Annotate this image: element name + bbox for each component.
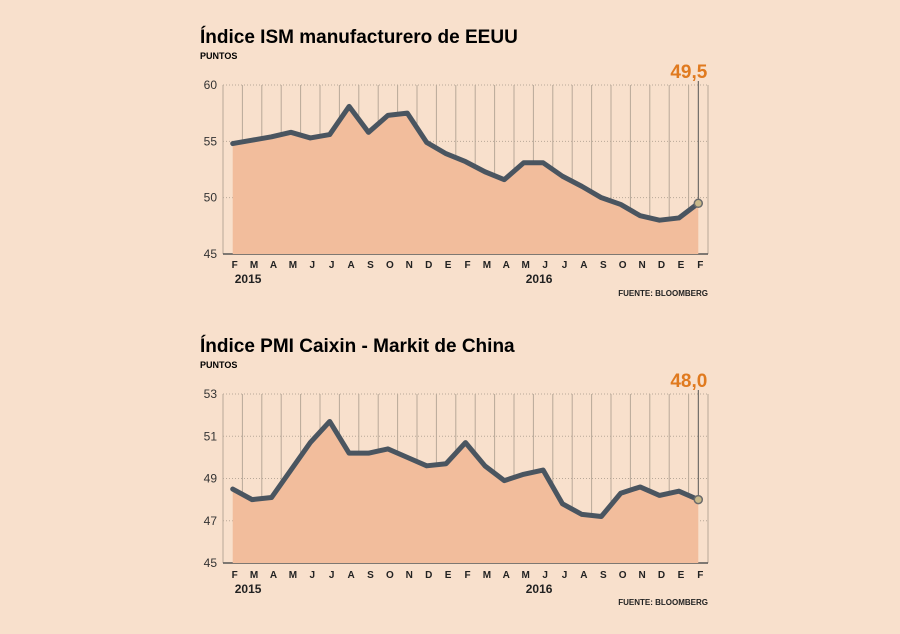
caixin-xtick-label: A xyxy=(580,570,587,581)
ism-xtick-label: N xyxy=(406,260,413,271)
caixin-xtick-label: S xyxy=(367,570,374,581)
ism-ytick-label: 55 xyxy=(204,134,218,148)
caixin-xtick-label: A xyxy=(503,570,510,581)
ism-xtick-label: S xyxy=(367,260,374,271)
ism-area xyxy=(232,106,699,254)
ism-xtick-label: F xyxy=(464,260,470,271)
caixin-xtick-label: O xyxy=(619,570,627,581)
caixin-xtick-label: J xyxy=(562,570,568,581)
caixin-source: FUENTE: BLOOMBERG xyxy=(618,598,708,607)
ism-xtick-label: F xyxy=(232,260,238,271)
ism-chart: Índice ISM manufacturero de EEUU PUNTOS … xyxy=(200,26,709,298)
caixin-xtick-label: F xyxy=(232,570,238,581)
caixin-xtick-label: D xyxy=(425,570,432,581)
caixin-ytick-label: 51 xyxy=(204,429,218,443)
caixin-xtick-label: E xyxy=(445,570,452,581)
caixin-xtick-label: N xyxy=(406,570,413,581)
ism-xtick-label: J xyxy=(329,260,335,271)
ism-xtick-label: E xyxy=(678,260,685,271)
caixin-year-label: 2015 xyxy=(235,582,262,596)
caixin-area xyxy=(232,421,699,563)
caixin-last-value-label: 48,0 xyxy=(670,371,707,392)
ism-xtick-label: M xyxy=(289,260,297,271)
ism-xtick-label: N xyxy=(638,260,645,271)
caixin-xtick-label: N xyxy=(638,570,645,581)
ism-xtick-label: M xyxy=(250,260,258,271)
ism-xtick-label: E xyxy=(445,260,452,271)
ism-last-value-label: 49,5 xyxy=(670,62,707,83)
ism-xtick-label: D xyxy=(658,260,665,271)
ism-xtick-label: F xyxy=(697,260,703,271)
caixin-xtick-label: A xyxy=(270,570,277,581)
ism-series-line xyxy=(230,103,701,223)
ism-xtick-label: J xyxy=(542,260,548,271)
ism-year-label: 2016 xyxy=(526,272,553,286)
ism-ytick-label: 50 xyxy=(204,191,218,205)
caixin-xtick-label: M xyxy=(483,570,491,581)
caixin-title: Índice PMI Caixin - Markit de China xyxy=(200,335,515,357)
ism-year-label: 2015 xyxy=(235,272,262,286)
ism-xtick-label: O xyxy=(386,260,394,271)
caixin-ytick-label: 49 xyxy=(204,472,218,486)
ism-source: FUENTE: BLOOMBERG xyxy=(618,289,708,298)
caixin-ytick-label: 47 xyxy=(204,514,218,528)
ism-ytick-label: 60 xyxy=(204,78,218,92)
caixin-xtick-label: D xyxy=(658,570,665,581)
caixin-xtick-label: J xyxy=(329,570,335,581)
caixin-xtick-label: M xyxy=(289,570,297,581)
ism-subtitle: PUNTOS xyxy=(200,51,237,61)
ism-xtick-label: A xyxy=(503,260,510,271)
ism-xtick-label: M xyxy=(522,260,530,271)
caixin-ytick-label: 53 xyxy=(204,387,218,401)
caixin-last-point xyxy=(693,494,704,505)
caixin-xtick-label: O xyxy=(386,570,394,581)
ism-xtick-label: A xyxy=(347,260,354,271)
caixin-series-line xyxy=(230,418,701,520)
ism-last-point xyxy=(693,198,704,209)
ism-xtick-label: O xyxy=(619,260,627,271)
ism-xtick-label: J xyxy=(310,260,316,271)
ism-ytick-label: 45 xyxy=(204,247,218,261)
ism-xtick-label: M xyxy=(483,260,491,271)
ism-xtick-label: A xyxy=(270,260,277,271)
caixin-ytick-label: 45 xyxy=(204,556,218,570)
caixin-xtick-label: J xyxy=(310,570,316,581)
caixin-xtick-label: E xyxy=(678,570,685,581)
ism-xtick-label: A xyxy=(580,260,587,271)
caixin-xtick-label: F xyxy=(464,570,470,581)
caixin-xtick-label: S xyxy=(600,570,607,581)
caixin-xtick-label: A xyxy=(347,570,354,581)
caixin-chart: Índice PMI Caixin - Markit de China PUNT… xyxy=(200,335,709,607)
caixin-subtitle: PUNTOS xyxy=(200,360,237,370)
caixin-xtick-label: J xyxy=(542,570,548,581)
caixin-xtick-label: M xyxy=(522,570,530,581)
caixin-year-label: 2016 xyxy=(526,582,553,596)
ism-xtick-label: D xyxy=(425,260,432,271)
ism-xtick-label: J xyxy=(562,260,568,271)
caixin-xtick-label: M xyxy=(250,570,258,581)
ism-xtick-label: S xyxy=(600,260,607,271)
ism-title: Índice ISM manufacturero de EEUU xyxy=(200,26,518,48)
caixin-xtick-label: F xyxy=(697,570,703,581)
